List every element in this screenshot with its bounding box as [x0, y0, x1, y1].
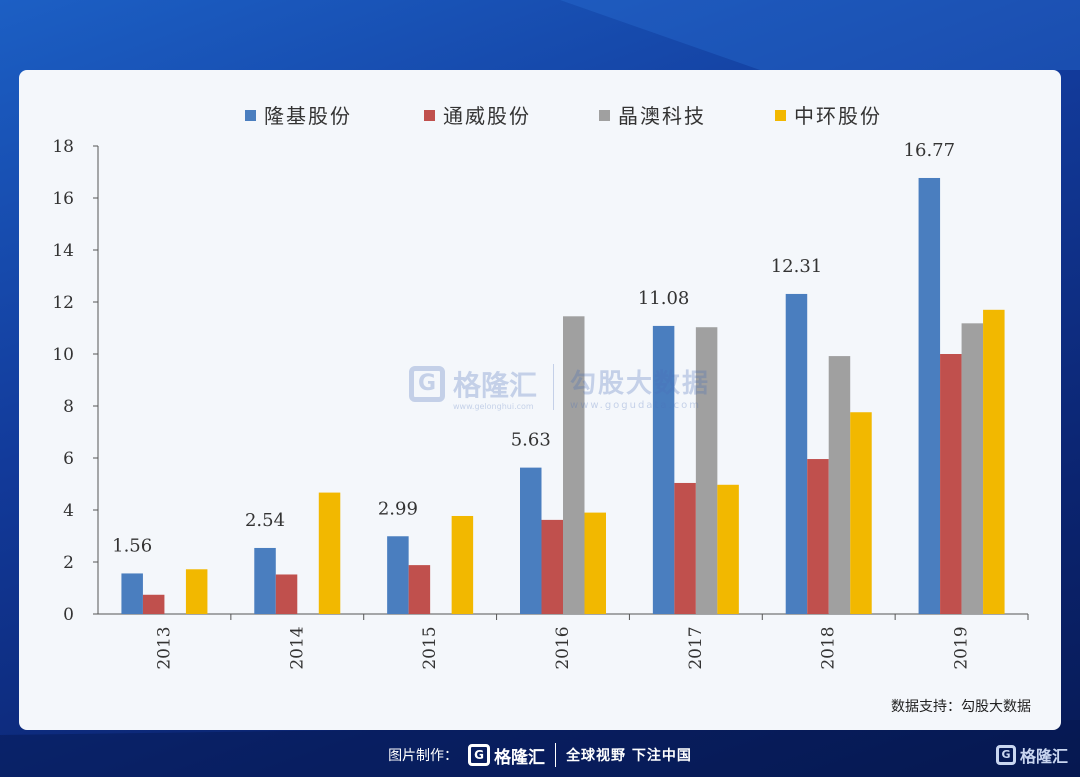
bar-1-2017 [652, 325, 675, 614]
legend-label-2: 通威股份 [443, 104, 531, 128]
legend-swatch-3 [599, 110, 610, 121]
legend-swatch-4 [775, 110, 786, 121]
bar-4-2017 [717, 484, 739, 614]
legend-label-3: 晶澳科技 [618, 104, 706, 128]
gelonghui-corner-icon: G [995, 745, 1016, 765]
watermark-partner: 勾股大数据 [570, 369, 711, 399]
corner-brand: 格隆汇 [1019, 747, 1068, 766]
bar-3-2017 [695, 327, 718, 614]
y-tick-label: 8 [63, 397, 74, 417]
bar-4-2014 [318, 492, 341, 614]
data-label-2015: 2.99 [378, 498, 418, 519]
watermark-partner-url: www.gogudata.com [570, 400, 702, 411]
y-tick-label: 2 [63, 553, 74, 573]
y-tick-label: 10 [52, 345, 74, 365]
bar-4-2019 [983, 309, 1005, 614]
watermark-brand-url: www.gelonghui.com [453, 401, 534, 411]
y-tick-label: 12 [52, 293, 74, 313]
bar-1-2016 [520, 467, 542, 614]
y-tick-label: 18 [52, 137, 74, 157]
footer-label: 图片制作： [388, 748, 459, 764]
y-tick-label: 16 [52, 189, 74, 209]
x-tick-label-2014: 2014 [287, 626, 307, 669]
data-label-2019: 16.77 [904, 140, 956, 161]
bar-4-2018 [850, 412, 872, 614]
y-tick-label: 6 [63, 449, 74, 469]
y-tick-label: 14 [52, 241, 74, 261]
bar-2-2019 [940, 354, 962, 614]
watermark-divider [553, 364, 555, 410]
legend-label-4: 中环股份 [794, 104, 882, 128]
footer-logo: G 格隆汇 [468, 743, 545, 768]
bar-2-2018 [807, 459, 829, 614]
footer-slogan: 全球视野 下注中国 [566, 748, 692, 764]
footer-brand: 格隆汇 [494, 747, 546, 768]
data-label-2018: 12.31 [771, 256, 823, 277]
bar-1-2015 [387, 536, 409, 614]
bar-1-2014 [254, 547, 276, 614]
bar-1-2013 [121, 573, 143, 614]
bar-1-2018 [785, 293, 808, 614]
footer-bar: 图片制作： G 格隆汇 全球视野 下注中国 [0, 735, 1080, 775]
x-tick-label-2016: 2016 [553, 626, 573, 669]
gelonghui-logo-icon: G [409, 365, 445, 402]
bar-3-2018 [828, 356, 851, 614]
corner-logo: G 格隆汇 [995, 743, 1068, 767]
bar-3-2016 [563, 316, 585, 614]
bar-4-2015 [451, 515, 474, 614]
source-note: 数据支持：勾股大数据 [891, 699, 1031, 715]
bar-2-2016 [541, 519, 563, 614]
data-label-2014: 2.54 [245, 510, 285, 531]
x-tick-label-2018: 2018 [819, 626, 839, 669]
bar-2-2017 [674, 482, 696, 614]
legend-swatch-1 [245, 110, 256, 121]
data-label-2016: 5.63 [511, 430, 551, 451]
chart-card: 0 2 4 6 8 10 12 14 16 18 1.56 2013 2.54 2014 2.99 2015 5… [19, 70, 1061, 730]
watermark: G 格隆汇 www.gelonghui.com 勾股大数据 www.goguda… [409, 363, 710, 411]
x-tick-label-2019: 2019 [952, 626, 972, 669]
bar-2-2015 [408, 565, 431, 614]
bar-3-2019 [961, 323, 984, 614]
bar-4-2013 [185, 569, 208, 614]
bar-4-2016 [584, 512, 606, 614]
bar-2-2013 [142, 594, 165, 614]
footer-divider [555, 743, 557, 767]
x-tick-label-2013: 2013 [154, 626, 174, 669]
bar-1-2019 [918, 177, 941, 614]
bar-2-2014 [275, 574, 298, 614]
data-label-2017: 11.08 [638, 288, 690, 309]
x-tick-label-2015: 2015 [420, 626, 440, 669]
legend-label-1: 隆基股份 [264, 104, 352, 128]
data-label-2013: 1.56 [112, 535, 152, 556]
gelonghui-logo-icon: G [468, 744, 491, 766]
bar-chart: 0 2 4 6 8 10 12 14 16 18 1.56 2013 2.54 2014 2.99 2015 5… [52, 104, 1029, 670]
legend-swatch-2 [424, 110, 435, 121]
y-tick-label: 0 [63, 605, 74, 625]
y-tick-label: 4 [63, 501, 74, 521]
watermark-brand: 格隆汇 [453, 368, 538, 402]
x-tick-label-2017: 2017 [686, 626, 706, 669]
